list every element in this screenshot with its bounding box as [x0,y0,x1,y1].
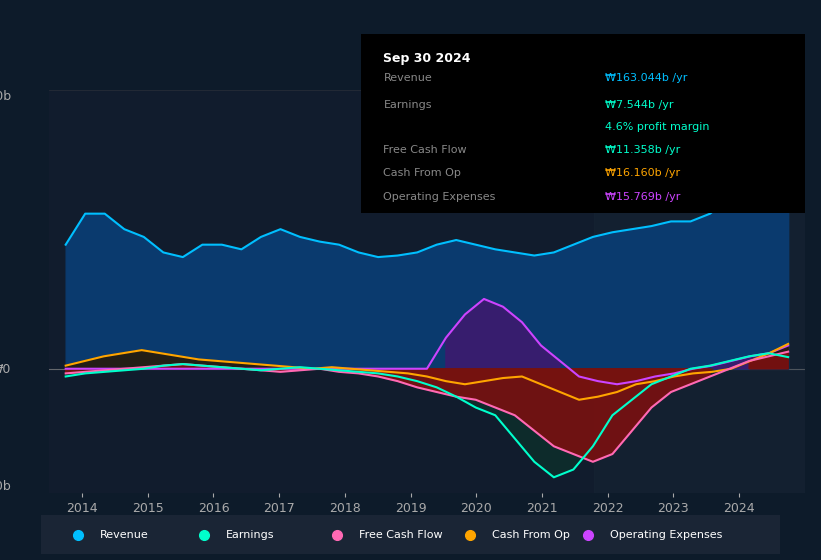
Text: Free Cash Flow: Free Cash Flow [359,530,443,540]
Text: ₩0: ₩0 [0,362,11,376]
Text: 4.6% profit margin: 4.6% profit margin [605,122,709,132]
Text: Earnings: Earnings [226,530,274,540]
Text: ₩15.769b /yr: ₩15.769b /yr [605,192,681,202]
Bar [594,90,805,493]
Text: ₩11.358b /yr: ₩11.358b /yr [605,145,681,155]
Text: Sep 30 2024: Sep 30 2024 [383,52,471,64]
Text: ₩163.044b /yr: ₩163.044b /yr [605,73,687,83]
Text: Cash From Op: Cash From Op [383,169,461,179]
Text: Revenue: Revenue [383,73,432,83]
Text: -₩80b: -₩80b [0,480,11,493]
Text: Revenue: Revenue [100,530,149,540]
Text: Cash From Op: Cash From Op [492,530,570,540]
Text: ₩7.544b /yr: ₩7.544b /yr [605,100,673,110]
Text: Operating Expenses: Operating Expenses [610,530,722,540]
Text: ₩180b: ₩180b [0,90,11,102]
Text: Free Cash Flow: Free Cash Flow [383,145,467,155]
Text: Earnings: Earnings [383,100,432,110]
Text: ₩16.160b /yr: ₩16.160b /yr [605,169,681,179]
Text: Operating Expenses: Operating Expenses [383,192,496,202]
